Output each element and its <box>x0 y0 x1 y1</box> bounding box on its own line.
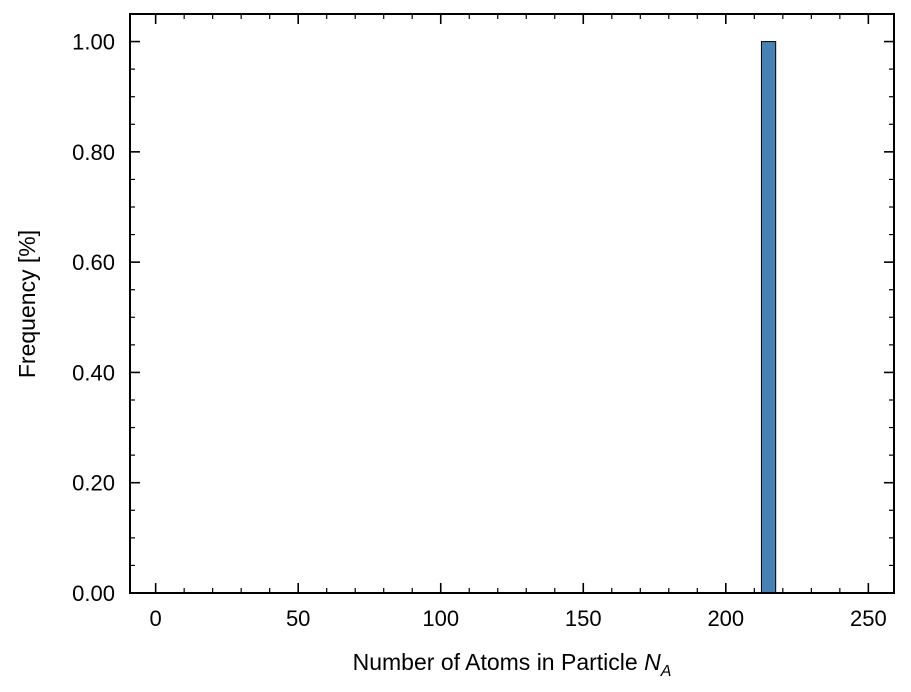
major-ticks <box>130 14 894 594</box>
y-axis-label: Frequency [%] <box>14 230 40 378</box>
x-tick-label: 0 <box>150 606 162 631</box>
x-axis-label: Number of Atoms in Particle NA <box>353 649 672 680</box>
y-tick-label: 0.60 <box>72 250 115 275</box>
x-tick-labels: 0 50 100 150 200 250 <box>150 606 887 631</box>
x-tick-label: 250 <box>850 606 887 631</box>
y-tick-label: 1.00 <box>72 30 115 55</box>
minor-ticks <box>130 13 894 593</box>
y-tick-labels: 0.00 0.20 0.40 0.60 0.80 1.00 <box>72 30 115 606</box>
x-axis-label-text: Number of Atoms in Particle <box>353 649 644 675</box>
histogram-bar <box>760 41 777 594</box>
y-tick-label: 0.20 <box>72 471 115 496</box>
y-tick-label: 0.80 <box>72 140 115 165</box>
y-tick-label: 0.00 <box>72 581 115 606</box>
x-tick-label: 150 <box>565 606 602 631</box>
plot-frame <box>129 13 895 594</box>
x-tick-label: 100 <box>422 606 459 631</box>
x-axis-label-symbol: N <box>644 649 661 675</box>
y-tick-label: 0.40 <box>72 360 115 385</box>
bars <box>760 41 777 594</box>
x-tick-label: 200 <box>707 606 744 631</box>
x-axis-label-subscript: A <box>660 663 672 680</box>
x-tick-label: 50 <box>286 606 310 631</box>
